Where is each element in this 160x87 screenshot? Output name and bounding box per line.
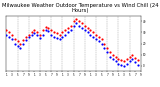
Point <box>69 29 72 31</box>
Point <box>98 36 100 37</box>
Point <box>13 43 16 44</box>
Point <box>100 43 103 44</box>
Point <box>67 32 69 33</box>
Point <box>33 29 36 31</box>
Point <box>114 56 117 58</box>
Point <box>44 26 47 27</box>
Point <box>44 29 47 31</box>
Point <box>128 56 131 58</box>
Point <box>36 34 38 35</box>
Point <box>28 34 30 35</box>
Point <box>125 63 128 64</box>
Point <box>78 25 80 26</box>
Point <box>19 47 22 49</box>
Point <box>39 34 41 35</box>
Point <box>64 34 67 35</box>
Point <box>98 41 100 42</box>
Point <box>39 37 41 39</box>
Point <box>86 27 89 29</box>
Point <box>89 34 92 35</box>
Point <box>112 58 114 60</box>
Point <box>28 36 30 37</box>
Point <box>112 54 114 55</box>
Point <box>131 54 134 55</box>
Point <box>8 32 11 33</box>
Point <box>75 18 78 20</box>
Point <box>89 29 92 31</box>
Point <box>95 34 97 35</box>
Point <box>13 38 16 40</box>
Point <box>56 33 58 34</box>
Point <box>36 32 38 33</box>
Point <box>5 34 8 35</box>
Point <box>64 29 67 31</box>
Point <box>109 52 111 53</box>
Point <box>30 32 33 33</box>
Point <box>16 41 19 42</box>
Point <box>86 32 89 33</box>
Point <box>16 45 19 46</box>
Point <box>103 43 106 44</box>
Point <box>42 34 44 35</box>
Point <box>117 63 120 64</box>
Point <box>69 25 72 26</box>
Point <box>25 36 27 37</box>
Point <box>58 34 61 35</box>
Point <box>72 21 75 22</box>
Point <box>67 27 69 29</box>
Point <box>84 29 86 31</box>
Point <box>8 36 11 37</box>
Point <box>11 34 13 35</box>
Point <box>134 62 136 63</box>
Point <box>137 60 139 61</box>
Point <box>106 52 108 53</box>
Point <box>30 34 33 35</box>
Point <box>61 32 64 33</box>
Point <box>123 65 125 66</box>
Point <box>109 56 111 58</box>
Point <box>92 36 94 37</box>
Point <box>56 37 58 39</box>
Point <box>120 60 123 61</box>
Point <box>61 36 64 37</box>
Point <box>81 27 83 29</box>
Point <box>11 38 13 40</box>
Point <box>22 43 24 44</box>
Point <box>50 29 52 31</box>
Point <box>42 29 44 31</box>
Point <box>53 32 55 33</box>
Point <box>78 21 80 22</box>
Point <box>123 61 125 62</box>
Point <box>53 36 55 37</box>
Point <box>22 39 24 41</box>
Point <box>100 38 103 40</box>
Point <box>58 38 61 40</box>
Point <box>103 47 106 49</box>
Point <box>5 29 8 31</box>
Point <box>128 61 131 62</box>
Point <box>72 25 75 26</box>
Point <box>95 38 97 40</box>
Text: Milwaukee Weather Outdoor Temperature vs Wind Chill (24 Hours): Milwaukee Weather Outdoor Temperature vs… <box>2 3 158 13</box>
Point <box>75 23 78 24</box>
Point <box>84 25 86 26</box>
Point <box>114 61 117 62</box>
Point <box>92 32 94 33</box>
Point <box>50 34 52 35</box>
Point <box>47 31 50 32</box>
Point <box>19 43 22 44</box>
Point <box>81 23 83 24</box>
Point <box>47 27 50 29</box>
Point <box>106 47 108 49</box>
Point <box>33 33 36 34</box>
Point <box>131 58 134 60</box>
Point <box>134 57 136 59</box>
Point <box>25 39 27 41</box>
Point <box>117 58 120 60</box>
Point <box>125 58 128 60</box>
Point <box>137 64 139 65</box>
Point <box>120 64 123 65</box>
